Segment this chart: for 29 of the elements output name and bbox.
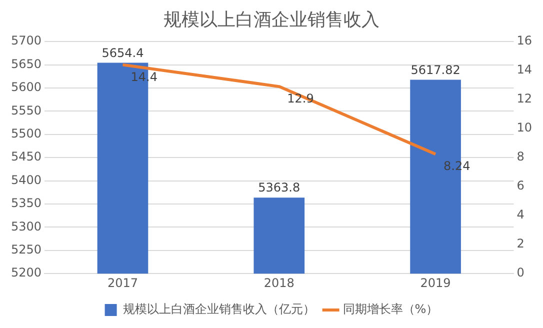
data-label: 5363.8	[258, 180, 300, 195]
y2-tick-label: 14	[516, 62, 532, 77]
y-tick-label: 5250	[10, 242, 42, 257]
x-tick-label: 2017	[107, 276, 138, 290]
data-label: 5617.82	[410, 62, 460, 77]
y-tick-label: 5400	[10, 172, 42, 187]
y2-tick-label: 0	[516, 266, 524, 280]
y2-tick-label: 8	[516, 150, 524, 164]
x-tick-label: 2018	[264, 276, 294, 290]
y2-tick-label: 2	[516, 236, 524, 251]
y-tick-label: 5500	[10, 126, 42, 141]
y2-tick-label: 16	[516, 34, 532, 48]
y2-tick-label: 4	[516, 208, 524, 222]
y-tick-label: 5650	[10, 56, 42, 71]
y2-tick-label: 6	[516, 178, 524, 193]
y-tick-label: 5600	[10, 80, 42, 94]
y-tick-label: 5200	[10, 266, 42, 280]
chart-title: 规模以上白酒企业销售收入	[164, 9, 380, 30]
y-tick-label: 5700	[10, 34, 42, 48]
y-tick-label: 5350	[10, 196, 42, 210]
legend-label: 规模以上白酒企业销售收入（亿元）	[122, 302, 315, 316]
y-tick-label: 5450	[10, 150, 42, 164]
y-tick-label: 5550	[10, 103, 42, 118]
data-label: 5654.4	[102, 46, 144, 60]
y2-tick-label: 10	[516, 120, 532, 135]
y2-tick-label: 12	[516, 92, 532, 106]
legend-label: 同期增长率（%）	[342, 302, 438, 316]
y-tick-label: 5300	[10, 219, 42, 234]
x-tick-label: 2019	[420, 276, 451, 290]
